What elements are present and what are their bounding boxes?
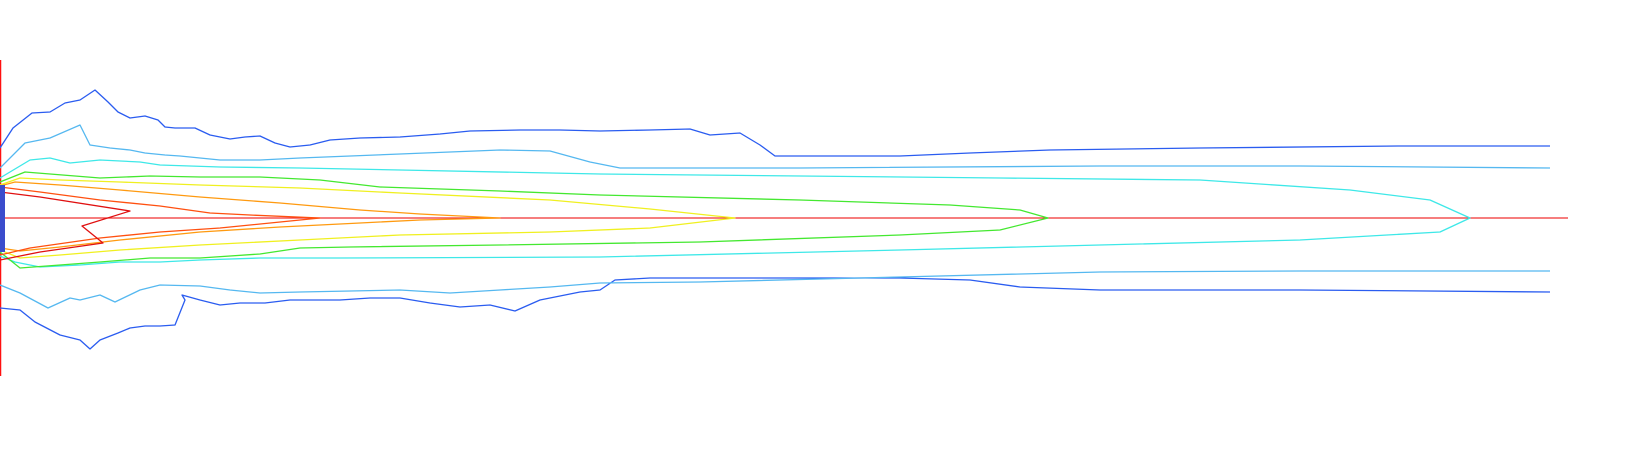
contour-line-1-lower [0, 277, 1551, 350]
contour-line-5 [0, 177, 736, 259]
contour-line-4 [0, 171, 1049, 269]
contour-line-8 [0, 191, 131, 261]
contour-line-1-upper [0, 89, 1550, 157]
contour-lines [0, 89, 1551, 350]
contour-line-3 [0, 157, 1471, 268]
contour-line-6 [0, 181, 501, 252]
contour-line-7 [0, 186, 321, 256]
inlet-marker [0, 185, 5, 252]
contour-line-2-upper [0, 124, 1551, 169]
contour-line-2-lower [0, 270, 1550, 309]
